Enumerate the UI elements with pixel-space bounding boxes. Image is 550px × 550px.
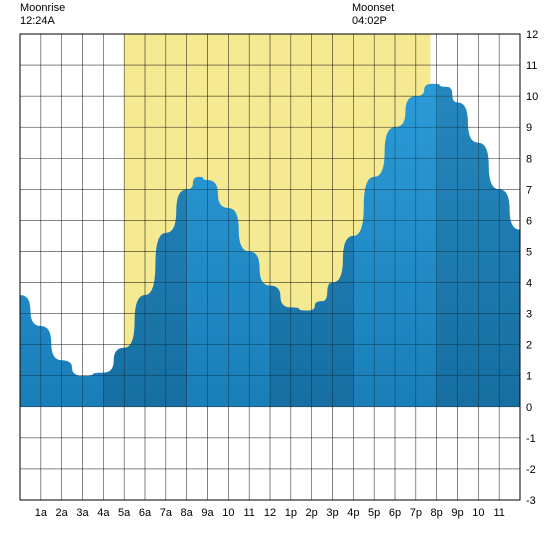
svg-text:11: 11 — [493, 507, 504, 519]
svg-text:6: 6 — [526, 215, 532, 227]
svg-text:2a: 2a — [56, 507, 69, 519]
svg-text:2: 2 — [526, 340, 532, 352]
svg-text:5a: 5a — [118, 507, 131, 519]
svg-text:5: 5 — [526, 246, 532, 258]
svg-text:1: 1 — [526, 371, 532, 383]
svg-text:3p: 3p — [326, 507, 338, 519]
svg-text:9a: 9a — [201, 507, 214, 519]
moonset-title: Moonset — [352, 2, 394, 14]
svg-text:9p: 9p — [451, 507, 463, 519]
svg-text:3a: 3a — [76, 507, 89, 519]
chart-svg: -3-2-101234567891011121a2a3a4a5a6a7a8a9a… — [0, 0, 550, 550]
svg-text:-2: -2 — [526, 464, 536, 476]
svg-text:3: 3 — [526, 309, 532, 321]
svg-text:4p: 4p — [347, 507, 359, 519]
svg-text:7: 7 — [526, 184, 532, 196]
moonset-label: Moonset 04:02P — [352, 2, 394, 28]
svg-text:2p: 2p — [306, 507, 318, 519]
svg-text:8: 8 — [526, 153, 532, 165]
moonrise-time: 12:24A — [20, 15, 55, 27]
svg-text:11: 11 — [526, 60, 537, 72]
svg-text:10: 10 — [526, 91, 538, 103]
moonrise-label: Moonrise 12:24A — [20, 2, 65, 28]
svg-text:11: 11 — [243, 507, 254, 519]
svg-text:12: 12 — [264, 507, 276, 519]
svg-text:6a: 6a — [139, 507, 152, 519]
svg-text:8a: 8a — [181, 507, 194, 519]
svg-text:4a: 4a — [97, 507, 110, 519]
svg-text:12: 12 — [526, 29, 538, 41]
svg-text:9: 9 — [526, 122, 532, 134]
svg-text:1a: 1a — [35, 507, 48, 519]
svg-text:10: 10 — [472, 507, 484, 519]
svg-text:7a: 7a — [160, 507, 173, 519]
svg-text:1p: 1p — [285, 507, 297, 519]
svg-text:8p: 8p — [431, 507, 443, 519]
svg-text:-1: -1 — [526, 433, 536, 445]
svg-text:-3: -3 — [526, 495, 536, 507]
svg-text:6p: 6p — [389, 507, 401, 519]
svg-text:7p: 7p — [410, 507, 422, 519]
svg-text:5p: 5p — [368, 507, 380, 519]
svg-text:4: 4 — [526, 278, 532, 290]
svg-text:0: 0 — [526, 402, 532, 414]
svg-text:10: 10 — [222, 507, 234, 519]
moonrise-title: Moonrise — [20, 2, 65, 14]
tide-chart: Moonrise 12:24A Moonset 04:02P -3-2-1012… — [0, 0, 550, 550]
moonset-time: 04:02P — [352, 15, 387, 27]
